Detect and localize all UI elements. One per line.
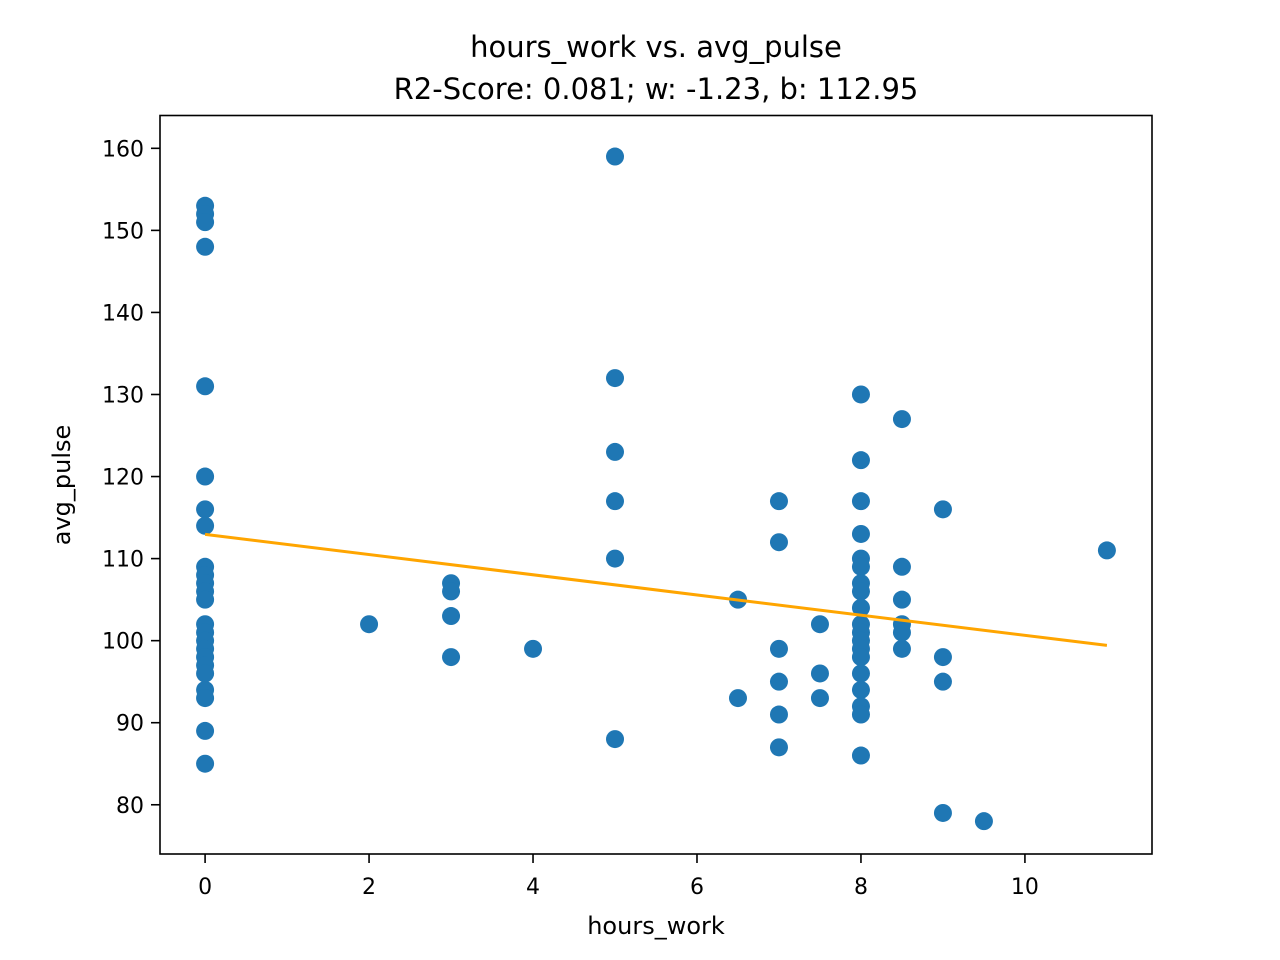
data-point	[810, 615, 829, 634]
data-point	[810, 664, 829, 683]
x-tick-label: 10	[1011, 875, 1039, 900]
data-point	[769, 639, 788, 658]
data-point	[769, 705, 788, 724]
data-point	[892, 410, 911, 429]
data-point	[196, 237, 215, 256]
x-tick-label: 0	[198, 875, 212, 900]
data-point	[851, 746, 870, 765]
data-point	[851, 582, 870, 601]
data-point	[769, 672, 788, 691]
regression-line-layer	[204, 532, 1108, 647]
y-tick-label: 140	[102, 301, 144, 326]
data-point	[933, 500, 952, 519]
data-point	[769, 738, 788, 757]
y-tick-label: 110	[102, 548, 144, 573]
data-point	[196, 590, 215, 609]
data-point	[933, 648, 952, 667]
y-tick-label: 130	[102, 383, 144, 408]
data-point	[1097, 541, 1116, 560]
data-point	[196, 467, 215, 486]
y-tick-label: 90	[116, 712, 144, 737]
data-point	[933, 672, 952, 691]
y-tick-label: 160	[102, 137, 144, 162]
data-point	[606, 492, 625, 511]
data-point	[196, 689, 215, 708]
x-axis-label: hours_work	[587, 912, 725, 940]
data-point	[524, 639, 543, 658]
data-point	[851, 680, 870, 699]
data-point	[442, 607, 461, 626]
data-point	[974, 812, 993, 831]
data-point	[769, 533, 788, 552]
chart-subtitle: R2-Score: 0.081; w: -1.23, b: 112.95	[394, 72, 919, 106]
data-point	[196, 754, 215, 773]
data-point	[728, 689, 747, 708]
y-axis-label: avg_pulse	[48, 425, 76, 546]
axis-ticks: 0 2 4 6 8 10 80 90 100 110 120 130 140 150 160	[102, 137, 1039, 900]
regression-line	[204, 532, 1108, 647]
data-point	[892, 623, 911, 642]
data-point	[851, 598, 870, 617]
y-tick-label: 100	[102, 630, 144, 655]
data-point	[851, 705, 870, 724]
x-tick-label: 8	[854, 875, 868, 900]
data-point	[196, 516, 215, 535]
data-point	[769, 492, 788, 511]
data-point	[851, 524, 870, 543]
data-point	[851, 492, 870, 511]
data-point	[606, 549, 625, 568]
data-point	[606, 147, 625, 166]
plot-frame	[159, 114, 1153, 855]
y-tick-label: 80	[116, 794, 144, 819]
y-tick-label: 120	[102, 466, 144, 491]
data-point	[851, 648, 870, 667]
data-point	[196, 500, 215, 519]
data-point	[892, 590, 911, 609]
data-point	[360, 615, 379, 634]
data-point	[442, 648, 461, 667]
data-point	[442, 582, 461, 601]
data-point	[851, 451, 870, 470]
x-tick-label: 4	[526, 875, 540, 900]
data-point	[892, 557, 911, 576]
data-point	[851, 664, 870, 683]
data-point	[196, 377, 215, 396]
x-tick-label: 2	[362, 875, 376, 900]
data-point	[851, 385, 870, 404]
data-points	[196, 147, 1116, 831]
data-point	[606, 369, 625, 388]
x-tick-label: 6	[690, 875, 704, 900]
y-tick-label: 150	[102, 219, 144, 244]
data-point	[606, 730, 625, 749]
chart-title: hours_work vs. avg_pulse	[470, 30, 842, 64]
data-point	[196, 721, 215, 740]
data-point	[892, 639, 911, 658]
data-point	[196, 213, 215, 232]
data-point	[810, 689, 829, 708]
data-point	[606, 442, 625, 461]
data-point	[933, 803, 952, 822]
data-point	[196, 664, 215, 683]
data-point	[851, 557, 870, 576]
